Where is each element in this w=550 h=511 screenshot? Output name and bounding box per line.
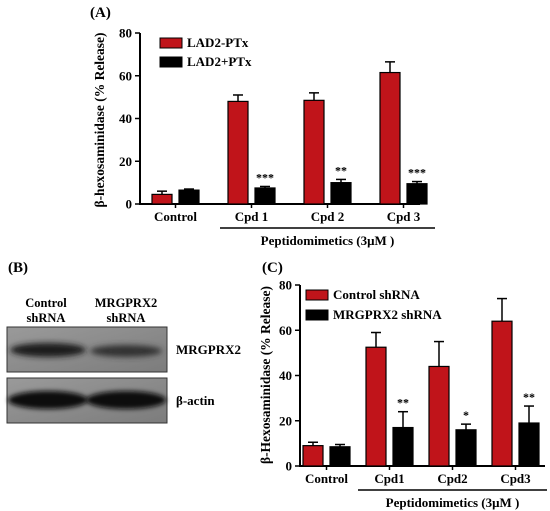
chart-c-bar-black <box>329 446 351 467</box>
chart-a-y-tick-label: 80 <box>119 26 132 41</box>
panel-c-label: (C) <box>262 260 283 276</box>
chart-c-legend-swatch <box>305 289 329 301</box>
chart-c-y-tick-label: 60 <box>279 323 292 338</box>
band-mrgprx2-lane1 <box>10 343 86 357</box>
chart-a-legend-label: LAD2+PTx <box>187 54 252 69</box>
chart-a-bar-black <box>330 182 352 205</box>
chart-a-bar-black <box>406 183 428 205</box>
chart-a-category-label: Cpd 2 <box>311 209 345 224</box>
lane-2-label-line1: MRGPRX2 <box>95 296 158 310</box>
chart-c-bar-red <box>491 320 513 467</box>
chart-a-bar-black <box>254 187 276 205</box>
panel-b-label: (B) <box>8 260 28 276</box>
chart-a-significance-mark: *** <box>256 170 274 184</box>
band-actin-lane2 <box>86 391 166 409</box>
chart-c-bar-red <box>428 365 450 467</box>
chart-a-category-label: Cpd 3 <box>387 209 421 224</box>
chart-c-significance-mark: * <box>463 408 469 422</box>
chart-c-bar-red <box>302 445 324 467</box>
chart-c-bar-black <box>518 422 540 467</box>
chart-a-category-label: Cpd 1 <box>235 209 269 224</box>
chart-c-group-label: Peptidomimetics (3μM ) <box>386 495 520 510</box>
chart-c-legend-label: Control shRNA <box>333 287 420 302</box>
chart-c: 0 20 40 60 80 β-Hexosaminidase (% Release) Con… <box>258 278 547 510</box>
chart-a-bar-red <box>227 100 249 205</box>
chart-c-significance-mark: ** <box>397 396 409 410</box>
chart-a-y-tick-label: 0 <box>126 197 133 212</box>
chart-a-group-label: Peptidomimetics (3μM ) <box>261 233 395 248</box>
chart-a-bar-black <box>178 189 200 205</box>
chart-a-significance-mark: *** <box>408 166 426 180</box>
chart-c-category-label: Cpd1 <box>374 471 404 486</box>
chart-c-significance-mark: ** <box>523 390 535 404</box>
chart-a-significance-mark: ** <box>335 163 347 177</box>
chart-c-bar-black <box>392 426 414 467</box>
chart-a-category-label: Control <box>154 209 197 224</box>
band-label-actin: β-actin <box>176 393 215 408</box>
chart-c-category-label: Control <box>305 471 348 486</box>
chart-a-bar-red <box>151 193 173 205</box>
chart-c-category-label: Cpd3 <box>500 471 531 486</box>
chart-c-bar-black <box>455 429 477 467</box>
lane-1-label-line2: shRNA <box>27 311 66 325</box>
chart-c-legend-label: MRGPRX2 shRNA <box>333 307 442 322</box>
chart-a-legend-label: LAD2-PTx <box>187 35 249 50</box>
chart-c-legend-swatch <box>305 309 329 321</box>
chart-a-legend-swatch <box>159 56 183 68</box>
chart-a-y-axis-label: β-hexosaminidase (% Release) <box>92 32 107 207</box>
chart-c-y-tick-label: 20 <box>279 413 292 428</box>
lane-2-label-line2: shRNA <box>107 311 146 325</box>
chart-c-y-tick-label: 80 <box>279 278 292 293</box>
chart-a-bar-red <box>379 71 401 205</box>
band-mrgprx2-lane2 <box>90 345 162 357</box>
chart-a-y-tick-label: 20 <box>119 154 132 169</box>
chart-a-bar-red <box>303 99 325 205</box>
chart-a: 0 20 40 60 80 β-hexosaminidase (% Release) Con… <box>92 26 435 248</box>
lane-1-label-line1: Control <box>25 296 67 310</box>
band-actin-lane1 <box>8 391 88 409</box>
chart-c-category-label: Cpd2 <box>437 471 467 486</box>
band-label-mrgprx2: MRGPRX2 <box>176 342 241 357</box>
chart-c-y-axis-label: β-Hexosaminidase (% Release) <box>258 286 273 464</box>
panel-a-label: (A) <box>90 5 111 21</box>
chart-c-y-tick-label: 40 <box>279 368 292 383</box>
chart-a-y-tick-label: 40 <box>119 111 132 126</box>
chart-c-y-tick-label: 0 <box>286 459 293 474</box>
chart-a-legend-swatch <box>159 37 183 49</box>
western-blot: Control shRNA MRGPRX2 shRNA MRGPRX2 β-ac… <box>6 296 241 424</box>
chart-c-bar-red <box>365 346 387 467</box>
chart-a-y-tick-label: 60 <box>119 68 132 83</box>
